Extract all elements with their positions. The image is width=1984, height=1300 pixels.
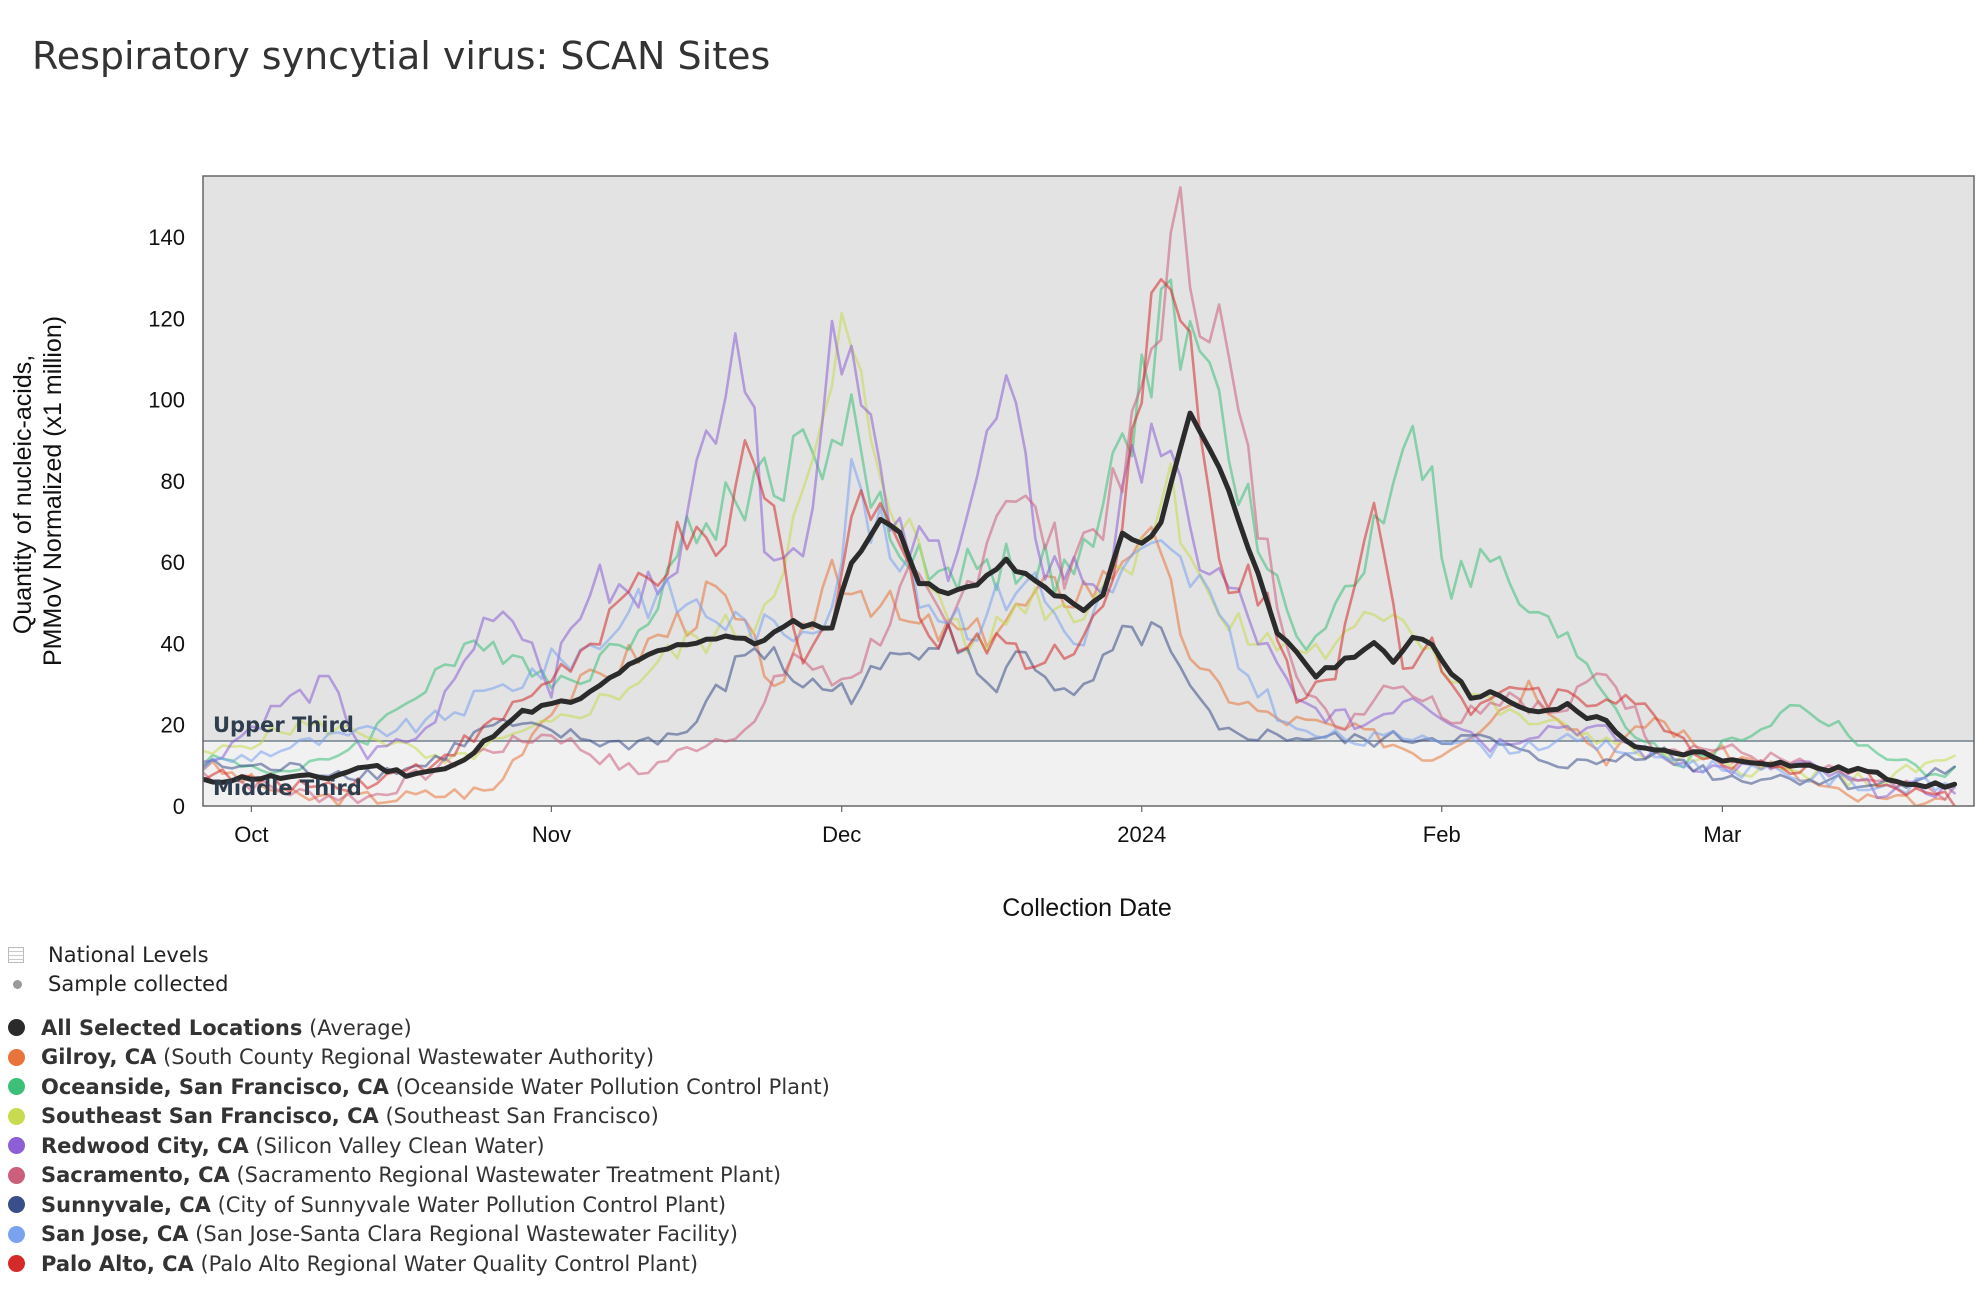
legend-color-dot-icon (8, 1078, 25, 1096)
legend-item-redwood-city-ca[interactable]: Redwood City, CA (Silicon Valley Clean W… (8, 1131, 830, 1161)
legend-color-dot-icon (8, 1166, 25, 1184)
legend-item-san-jose-ca[interactable]: San Jose, CA (San Jose-Santa Clara Regio… (8, 1220, 830, 1250)
plot-frame (202, 175, 1975, 807)
legend-location-detail: (Average) (302, 1015, 412, 1040)
band-0 (203, 176, 1974, 741)
sample-dot-icon (13, 979, 22, 989)
national-levels-icon (8, 946, 24, 963)
legend-label: Sample collected (48, 972, 229, 997)
legend-location-name: Redwood City, CA (41, 1133, 249, 1158)
legend-location-detail: (Sacramento Regional Wastewater Treatmen… (229, 1163, 782, 1188)
x-tick-label: Nov (532, 822, 571, 847)
y-axis-title: Quantity of nucleic-acids, PMMoV Normali… (9, 316, 67, 666)
legend-item-gilroy-ca[interactable]: Gilroy, CA (South County Regional Wastew… (8, 1043, 830, 1073)
legend-location-detail: (Palo Alto Regional Water Quality Contro… (193, 1251, 699, 1276)
legend-item-sacramento-ca[interactable]: Sacramento, CA (Sacramento Regional Wast… (8, 1161, 830, 1191)
legend-label: Oceanside, San Francisco, CA (Oceanside … (41, 1075, 830, 1099)
legend-label: Palo Alto, CA (Palo Alto Regional Water … (41, 1252, 698, 1276)
legend-label: San Jose, CA (San Jose-Santa Clara Regio… (41, 1222, 738, 1246)
x-tick-label: Feb (1423, 822, 1461, 847)
y-tick-label: 80 (161, 469, 185, 494)
series-line-palo-alto-ca[interactable] (203, 277, 1956, 806)
legend-color-dot-icon (8, 1019, 25, 1037)
legend-location-name: Gilroy, CA (41, 1045, 157, 1070)
series-line-oceanside-san-francisco-ca[interactable] (203, 278, 1956, 779)
legend-location-name: Palo Alto, CA (41, 1251, 194, 1276)
y-tick-label: 120 (148, 306, 185, 331)
legend-label: Southeast San Francisco, CA (Southeast S… (41, 1104, 659, 1128)
band-label-middle: Middle Third (213, 776, 362, 800)
legend-label: Sacramento, CA (Sacramento Regional Wast… (41, 1163, 781, 1187)
legend-item-southeast-san-francisco-ca[interactable]: Southeast San Francisco, CA (Southeast S… (8, 1102, 830, 1132)
legend-label: All Selected Locations (Average) (41, 1016, 412, 1040)
legend-label: Sunnyvale, CA (City of Sunnyvale Water P… (41, 1193, 726, 1217)
legend-location-detail: (City of Sunnyvale Water Pollution Contr… (210, 1192, 727, 1217)
legend-color-dot-icon (8, 1107, 25, 1125)
legend-location-name: San Jose, CA (41, 1222, 189, 1247)
x-tick-label: Oct (234, 822, 268, 847)
tick-layer: 0 20 40 60 80 100 120 140 Oct Nov Dec 2024 Feb Mar (148, 225, 1741, 847)
legend-color-dot-icon (8, 1048, 25, 1066)
band-labels-layer: Upper Third Middle Third (213, 713, 362, 800)
y-tick-label: 100 (148, 388, 185, 413)
y-axis-title-line2: PMMoV Normalized (x1 million) (39, 316, 67, 666)
y-tick-label: 40 (161, 631, 185, 656)
legend-location-name: Southeast San Francisco, CA (41, 1104, 379, 1129)
band-label-upper: Upper Third (213, 713, 354, 737)
legend-color-dot-icon (8, 1196, 25, 1214)
bands-layer (203, 176, 1974, 806)
x-tick-label: Dec (822, 822, 861, 847)
legend-location-name: Sunnyvale, CA (41, 1192, 211, 1217)
legend-location-name: All Selected Locations (41, 1015, 303, 1040)
x-tick-label: 2024 (1117, 822, 1166, 847)
y-tick-label: 140 (148, 225, 185, 250)
y-tick-label: 0 (173, 794, 185, 819)
x-axis-title: Collection Date (1002, 894, 1172, 922)
legend-label: Gilroy, CA (South County Regional Wastew… (41, 1045, 654, 1069)
legend-sample-collected[interactable]: Sample collected (8, 970, 830, 1000)
legend-label: Redwood City, CA (Silicon Valley Clean W… (41, 1134, 545, 1158)
legend-color-dot-icon (8, 1225, 25, 1243)
legend-item-palo-alto-ca[interactable]: Palo Alto, CA (Palo Alto Regional Water … (8, 1249, 830, 1279)
legend: National Levels Sample collected All Sel… (8, 940, 830, 1279)
legend-label: National Levels (48, 942, 209, 967)
legend-location-detail: (San Jose-Santa Clara Regional Wastewate… (188, 1222, 738, 1247)
series-layer (203, 186, 1958, 806)
legend-series-list: All Selected Locations (Average) Gilroy, … (8, 1013, 830, 1279)
x-tick-label: Mar (1703, 822, 1741, 847)
legend-location-detail: (Southeast San Francisco) (378, 1104, 659, 1129)
legend-item-sunnyvale-ca[interactable]: Sunnyvale, CA (City of Sunnyvale Water P… (8, 1190, 830, 1220)
y-tick-label: 20 (161, 713, 185, 738)
chart: 0 20 40 60 80 100 120 140 Oct Nov Dec 2024 Feb Mar Up… (9, 175, 1975, 922)
legend-location-name: Oceanside, San Francisco, CA (41, 1074, 389, 1099)
chart-title: Respiratory syncytial virus: SCAN Sites (32, 34, 771, 78)
legend-color-dot-icon (8, 1137, 25, 1155)
legend-location-detail: (South County Regional Wastewater Author… (156, 1045, 655, 1070)
legend-location-detail: (Silicon Valley Clean Water) (248, 1133, 545, 1158)
series-line-all-selected-locations[interactable] (203, 410, 1958, 790)
legend-location-name: Sacramento, CA (41, 1163, 230, 1188)
legend-item-all-selected-locations[interactable]: All Selected Locations (Average) (8, 1013, 830, 1043)
legend-national-levels[interactable]: National Levels (8, 940, 830, 970)
legend-color-dot-icon (8, 1255, 25, 1273)
y-axis-title-line1: Quantity of nucleic-acids, (9, 355, 37, 634)
legend-location-detail: (Oceanside Water Pollution Control Plant… (388, 1074, 830, 1099)
y-tick-label: 60 (161, 550, 185, 575)
legend-item-oceanside-san-francisco-ca[interactable]: Oceanside, San Francisco, CA (Oceanside … (8, 1072, 830, 1102)
